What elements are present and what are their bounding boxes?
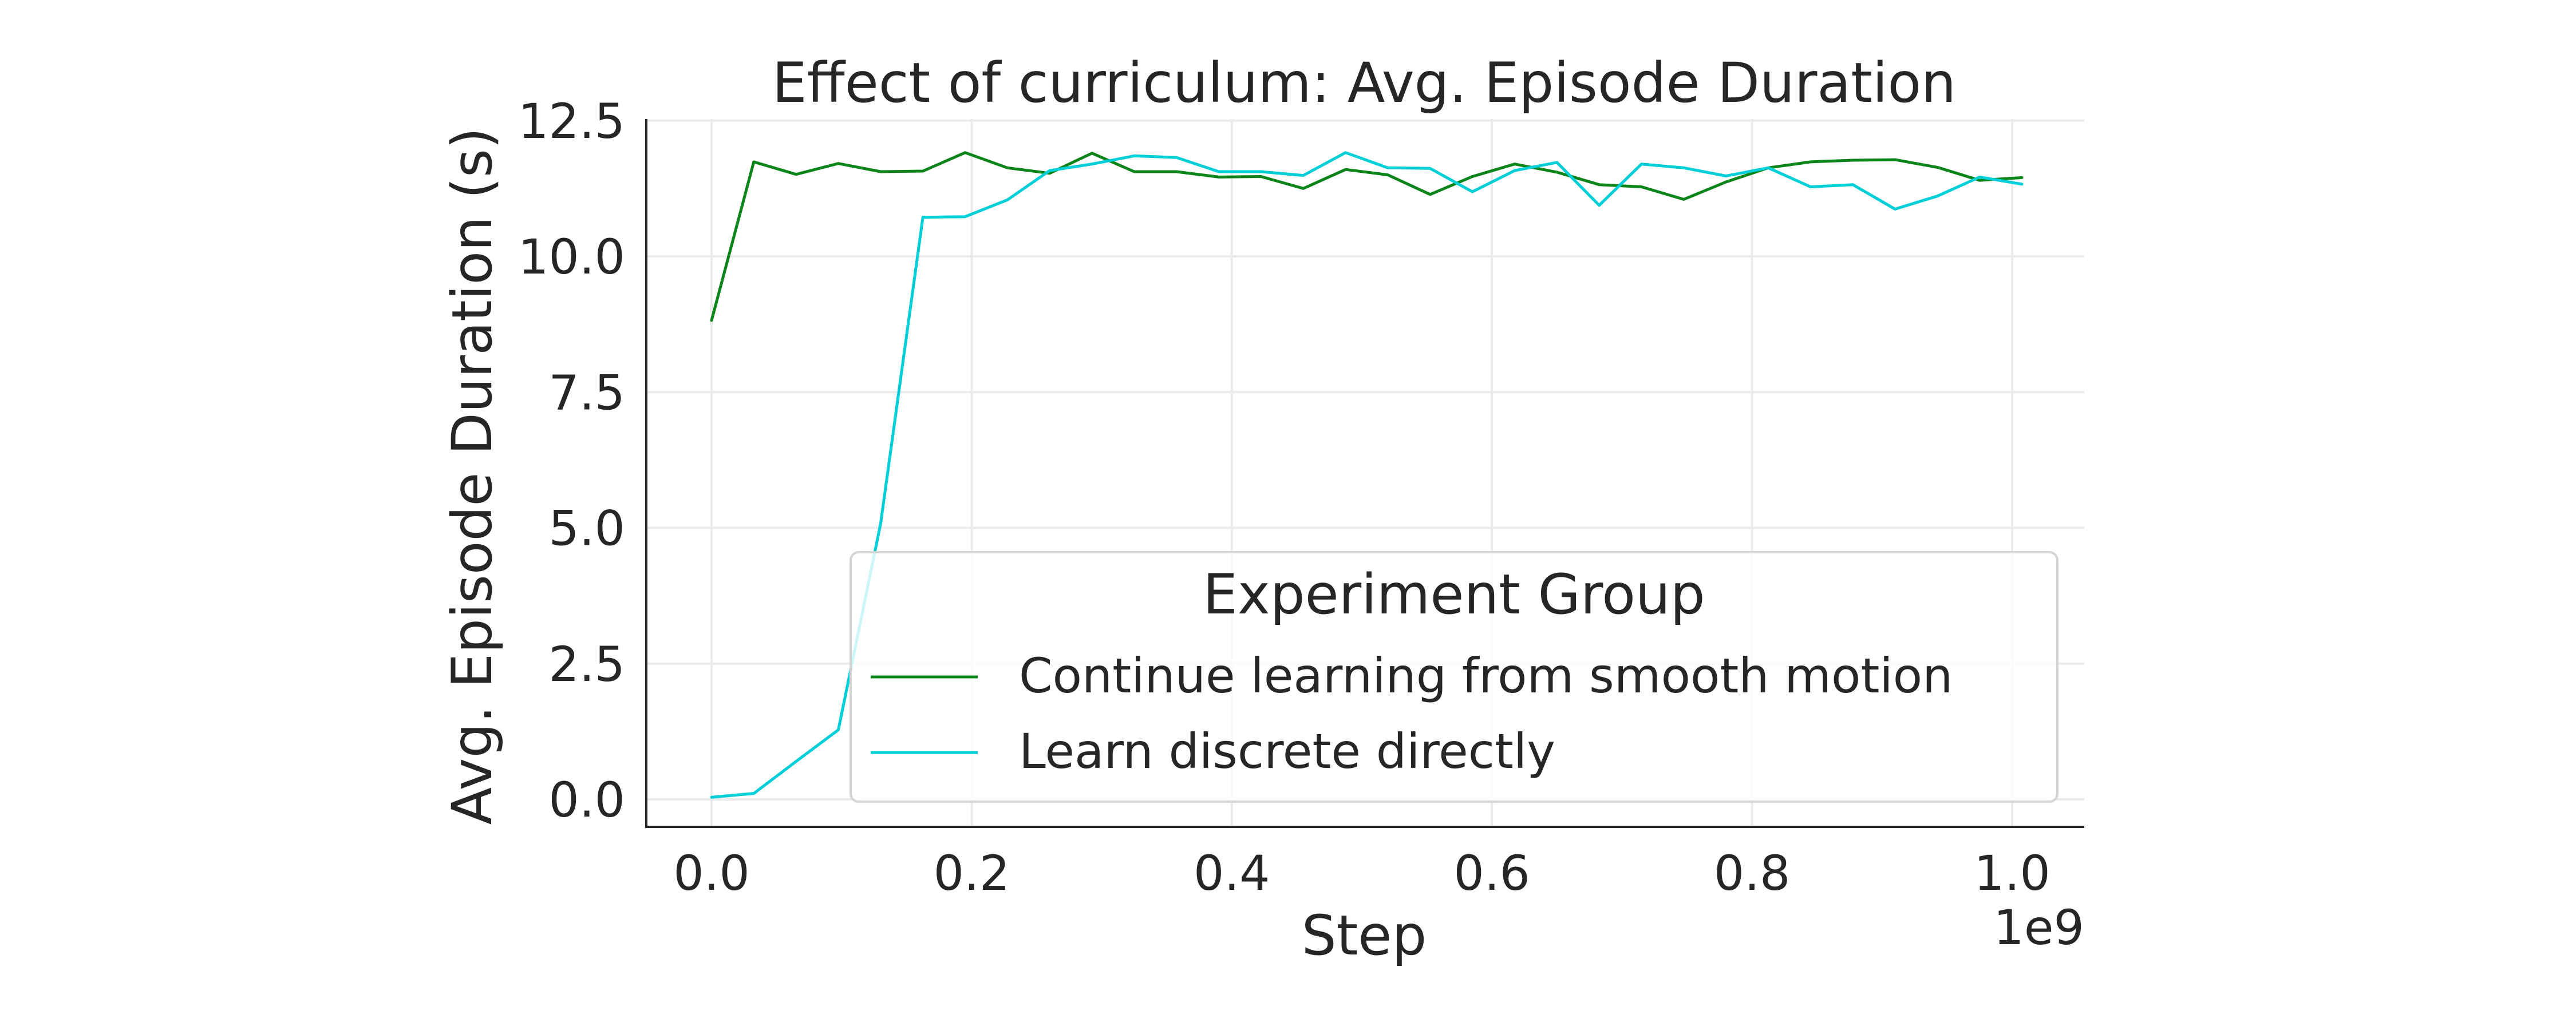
series-line-1 bbox=[710, 151, 2024, 799]
y-tick-label: 10.0 bbox=[518, 229, 625, 285]
y-tick-label: 7.5 bbox=[548, 365, 625, 421]
x-tick-label: 0.4 bbox=[1194, 845, 1270, 901]
x-tick-label: 1.0 bbox=[1974, 845, 2050, 901]
series-line-0 bbox=[710, 151, 2024, 322]
y-tick-label: 12.5 bbox=[518, 93, 625, 149]
x-axis-label: Step bbox=[1302, 904, 1427, 968]
x-tick-labels: 0.0 0.2 0.4 0.6 0.8 1.0 bbox=[673, 845, 2050, 901]
legend-box bbox=[850, 551, 2059, 803]
x-tick-label: 0.8 bbox=[1714, 845, 1791, 901]
chart-title: Effect of curriculum: Avg. Episode Durat… bbox=[772, 51, 1956, 115]
legend-label-discrete: Learn discrete directly bbox=[1019, 723, 1555, 779]
x-tick-label: 0.2 bbox=[934, 845, 1010, 901]
series-lines bbox=[710, 151, 2024, 799]
y-axis-label: Avg. Episode Duration (s) bbox=[440, 128, 504, 825]
x-tick-label: 0.0 bbox=[673, 845, 750, 901]
y-tick-label: 0.0 bbox=[548, 772, 625, 828]
legend: Experiment Group Continue learning from … bbox=[850, 551, 2059, 803]
x-tick-label: 0.6 bbox=[1453, 845, 1530, 901]
legend-label-smooth-motion: Continue learning from smooth motion bbox=[1019, 648, 1953, 704]
x-offset-label: 1e9 bbox=[1993, 900, 2084, 956]
y-tick-labels: 0.0 2.5 5.0 7.5 10.0 12.5 bbox=[518, 93, 625, 828]
y-tick-label: 2.5 bbox=[548, 636, 625, 692]
legend-title: Experiment Group bbox=[1203, 562, 1705, 627]
y-tick-label: 5.0 bbox=[548, 501, 625, 557]
